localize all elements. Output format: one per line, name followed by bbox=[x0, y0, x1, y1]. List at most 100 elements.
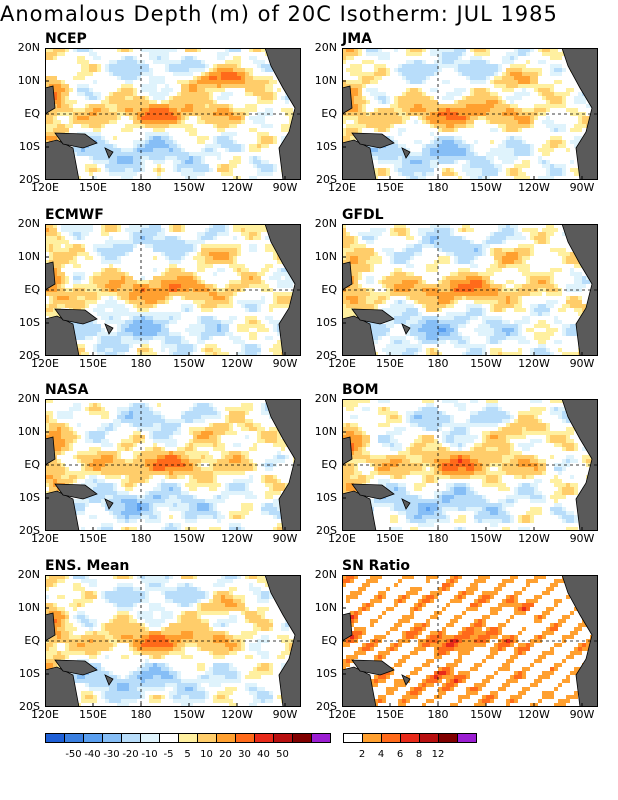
lon-tick-label: 180 bbox=[427, 181, 449, 194]
lon-tick-label: 150E bbox=[376, 532, 404, 545]
colorbar-swatch bbox=[140, 733, 160, 743]
lat-tick-label: 20S bbox=[316, 173, 337, 186]
figure-title: Anomalous Depth (m) of 20C Isotherm: JUL… bbox=[0, 2, 558, 26]
lon-tick-label: 150W bbox=[173, 708, 205, 721]
lon-tick-label: 150E bbox=[376, 708, 404, 721]
lat-tick-label: 20N bbox=[314, 41, 337, 54]
lon-tick-label: 120W bbox=[518, 357, 550, 370]
lon-tick-label: 120E bbox=[31, 181, 59, 194]
lon-tick-label: 90W bbox=[272, 181, 298, 194]
colorbar-swatch bbox=[102, 733, 122, 743]
lon-tick-label: 90W bbox=[569, 532, 595, 545]
lon-tick-label: 180 bbox=[427, 357, 449, 370]
colorbar-swatch bbox=[235, 733, 255, 743]
colorbar-swatch bbox=[254, 733, 274, 743]
lon-tick-label: 120E bbox=[328, 532, 356, 545]
lon-tick-label: 120W bbox=[221, 708, 253, 721]
lat-tick-label: 10S bbox=[316, 491, 337, 504]
lat-tick-label: 10S bbox=[316, 316, 337, 329]
lon-tick-label: 150W bbox=[470, 532, 502, 545]
lon-tick-label: 120E bbox=[31, 532, 59, 545]
colorbar-label: -20 bbox=[122, 749, 139, 760]
lat-tick-label: 20N bbox=[17, 568, 40, 581]
colorbar-label: 12 bbox=[431, 749, 445, 760]
lon-tick-label: 150W bbox=[173, 357, 205, 370]
colorbar-swatch bbox=[45, 733, 65, 743]
lon-tick-label: 150E bbox=[79, 181, 107, 194]
lat-tick-label: 20N bbox=[17, 41, 40, 54]
panel-title: ECMWF bbox=[45, 207, 104, 223]
lat-tick-label: EQ bbox=[24, 634, 40, 647]
colorbar-swatch bbox=[457, 733, 477, 743]
lat-tick-label: 10N bbox=[17, 425, 40, 438]
lon-tick-label: 120E bbox=[328, 708, 356, 721]
lat-tick-label: 10S bbox=[19, 491, 40, 504]
colorbar-swatch bbox=[273, 733, 293, 743]
lon-tick-label: 120W bbox=[221, 532, 253, 545]
lon-tick-label: 90W bbox=[569, 357, 595, 370]
lat-tick-label: 20S bbox=[19, 524, 40, 537]
colorbar-label: 5 bbox=[184, 749, 191, 760]
lon-tick-label: 90W bbox=[272, 532, 298, 545]
panel-title: NCEP bbox=[45, 31, 87, 47]
lon-tick-label: 120E bbox=[31, 708, 59, 721]
lat-tick-label: 20S bbox=[19, 173, 40, 186]
lat-tick-label: 10S bbox=[316, 667, 337, 680]
colorbar-swatch bbox=[197, 733, 217, 743]
lat-tick-label: 20S bbox=[19, 349, 40, 362]
anomaly-colorbar: -50 -40 -30 -20 -10 -5 5 10 20 30 40 50 bbox=[45, 733, 331, 773]
lat-tick-label: EQ bbox=[321, 283, 337, 296]
colorbar-label: -5 bbox=[163, 749, 174, 760]
lon-tick-label: 90W bbox=[569, 708, 595, 721]
colorbar-label: 4 bbox=[377, 749, 385, 760]
colorbar-swatch bbox=[419, 733, 439, 743]
panel-title: SN Ratio bbox=[342, 558, 411, 574]
colorbar-label: 2 bbox=[358, 749, 366, 760]
lat-tick-label: 10S bbox=[316, 140, 337, 153]
colorbar-label: 30 bbox=[238, 749, 251, 760]
lat-tick-label: 10N bbox=[314, 601, 337, 614]
lon-tick-label: 180 bbox=[130, 357, 152, 370]
lon-tick-label: 150E bbox=[79, 532, 107, 545]
lat-tick-label: 10N bbox=[314, 425, 337, 438]
colorbar-swatch bbox=[121, 733, 141, 743]
colorbar-label: 6 bbox=[396, 749, 404, 760]
panel-title: JMA bbox=[342, 31, 372, 47]
panel-title: ENS. Mean bbox=[45, 558, 130, 574]
lat-tick-label: 20N bbox=[314, 568, 337, 581]
colorbar-label: -10 bbox=[141, 749, 158, 760]
lat-tick-label: 20N bbox=[17, 392, 40, 405]
lon-tick-label: 120W bbox=[221, 357, 253, 370]
lon-tick-label: 150E bbox=[79, 357, 107, 370]
map-panel-7: SN Ratio 20N 10N EQ 10S 20S 120E 150E 180 150W 120… bbox=[297, 558, 603, 730]
panel-title: GFDL bbox=[342, 207, 384, 223]
colorbar-label: -50 bbox=[65, 749, 82, 760]
colorbar-label: 8 bbox=[415, 749, 423, 760]
colorbar-label: 10 bbox=[200, 749, 213, 760]
lat-tick-label: 20S bbox=[316, 349, 337, 362]
colorbar-swatch bbox=[216, 733, 236, 743]
anomaly-map bbox=[342, 575, 598, 707]
lat-tick-label: 20N bbox=[17, 217, 40, 230]
lon-tick-label: 150E bbox=[376, 181, 404, 194]
lon-tick-label: 90W bbox=[569, 181, 595, 194]
lat-tick-label: EQ bbox=[24, 458, 40, 471]
lat-tick-label: 20S bbox=[316, 524, 337, 537]
map-panel-3: GFDL 20N 10N EQ 10S 20S 120E 150E 180 150W 120W 90W bbox=[297, 207, 603, 379]
lon-tick-label: 120W bbox=[518, 181, 550, 194]
colorbar-swatch bbox=[438, 733, 458, 743]
map-panel-2: ECMWF 20N 10N EQ 10S 20S 120E 150E 180 150W 120W 90… bbox=[0, 207, 306, 379]
lon-tick-label: 150W bbox=[173, 181, 205, 194]
panel-title: BOM bbox=[342, 382, 379, 398]
lon-tick-label: 120W bbox=[221, 181, 253, 194]
colorbar-swatch bbox=[381, 733, 401, 743]
colorbar-swatch bbox=[362, 733, 382, 743]
lon-tick-label: 120E bbox=[328, 181, 356, 194]
lon-tick-label: 120E bbox=[31, 357, 59, 370]
map-panel-1: JMA 20N 10N EQ 10S 20S 120E 150E 180 150W 120W 90W bbox=[297, 31, 603, 203]
colorbar-swatch bbox=[64, 733, 84, 743]
colorbar-swatch bbox=[292, 733, 312, 743]
colorbar-label: 50 bbox=[276, 749, 289, 760]
lon-tick-label: 150W bbox=[470, 708, 502, 721]
colorbar-label: -40 bbox=[84, 749, 101, 760]
